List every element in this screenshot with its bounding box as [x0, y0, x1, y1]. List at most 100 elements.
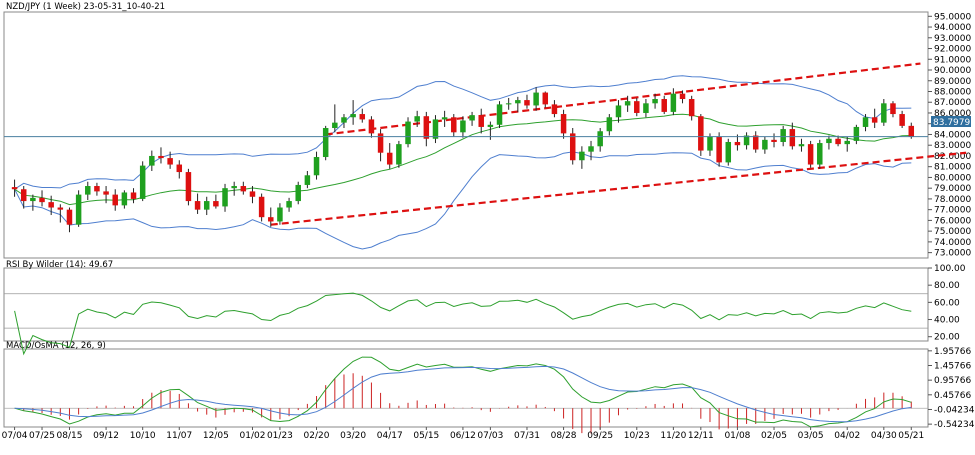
- candle-body: [734, 141, 741, 146]
- price-tick-label: 75.0000: [934, 227, 971, 237]
- candle-body: [277, 207, 283, 222]
- candle-body: [121, 192, 128, 206]
- bollinger-bands: [14, 75, 912, 250]
- date-tick-label: 04/17: [377, 431, 403, 441]
- date-tick-label: 05/21: [898, 431, 924, 441]
- candle-body: [670, 93, 677, 112]
- candle-body: [835, 138, 841, 145]
- rsi-tick-label: 40.00: [934, 316, 960, 326]
- candle-body: [460, 120, 466, 133]
- candle-body: [725, 141, 732, 163]
- candle-body: [807, 144, 814, 165]
- price-tick-label: 84.0000: [934, 130, 971, 140]
- candle-body: [588, 146, 594, 152]
- candle-body: [899, 114, 905, 126]
- candle-body: [139, 165, 146, 199]
- date-tick-label: 10/10: [130, 431, 156, 441]
- date-tick-label: 11/20: [660, 431, 686, 441]
- rsi-panel: [3, 267, 929, 342]
- rsi-tick-label: 20.00: [934, 333, 960, 343]
- candle-body: [222, 188, 228, 207]
- signal-line: [14, 365, 912, 423]
- date-tick-label: 09/25: [587, 431, 613, 441]
- candle-body: [30, 197, 36, 202]
- candle-body: [423, 116, 430, 139]
- candle-body: [112, 194, 118, 206]
- candle-body: [350, 114, 356, 118]
- price-panel: [3, 11, 929, 259]
- candle-body: [707, 136, 713, 151]
- candle-body: [268, 217, 274, 222]
- candle-body: [817, 143, 823, 165]
- candle-body: [798, 144, 805, 147]
- price-axis: 95.000094.000093.000092.000091.000090.00…: [928, 12, 971, 259]
- candle-body: [826, 138, 832, 144]
- candle-body: [332, 122, 338, 129]
- candle-body: [304, 175, 311, 185]
- candle-body: [789, 129, 796, 147]
- date-tick-label: 07/25: [29, 431, 55, 441]
- price-tick-label: 79.0000: [934, 184, 971, 194]
- macd-tick-label: 0.95766: [934, 376, 971, 386]
- candle-body: [103, 191, 109, 195]
- date-tick-label: 01/08: [724, 431, 750, 441]
- macd-tick-label: 1.95766: [934, 347, 971, 357]
- price-tick-label: 73.0000: [934, 249, 971, 259]
- candle-body: [487, 124, 494, 127]
- price-tick-label: 77.0000: [934, 206, 971, 216]
- candle-body: [771, 139, 777, 142]
- date-tick-label: 10/23: [624, 431, 650, 441]
- date-tick-label: 06/12: [450, 431, 476, 441]
- macd-tick-label: -0.04234: [934, 405, 975, 415]
- price-tick-label: 82.0000: [934, 152, 971, 162]
- candle-body: [716, 136, 722, 163]
- candle-body: [752, 135, 759, 150]
- candle-body: [341, 117, 347, 123]
- candle-body: [231, 186, 237, 189]
- lower-trendline: [270, 151, 967, 226]
- candle-body: [441, 117, 448, 120]
- date-tick-label: 09/12: [93, 431, 119, 441]
- candle-body: [213, 201, 219, 207]
- candle-body: [478, 115, 484, 127]
- candle-body: [469, 115, 475, 121]
- macd-title: MACD/OsMA (12, 26, 9): [6, 341, 106, 351]
- bollinger-upper: [14, 75, 912, 190]
- candle-body: [368, 119, 375, 134]
- candle-body: [698, 116, 704, 151]
- candle-body: [149, 155, 155, 166]
- candle-body: [432, 119, 439, 139]
- candle-body: [560, 114, 567, 134]
- candle-body: [414, 116, 420, 122]
- rsi-tick-label: 80.00: [934, 281, 960, 291]
- candle-body: [597, 131, 603, 147]
- price-tick-label: 94.0000: [934, 23, 971, 33]
- candle-body: [908, 125, 915, 137]
- macd-indicator: 1.95766 1.45766 0.95766 0.45766 -0.04234 -0.5…: [4, 347, 975, 434]
- candle-body: [377, 133, 384, 153]
- chart-title: NZD/JPY (1 Week) 23-05-31_10-40-21: [6, 2, 165, 12]
- bollinger-lower: [14, 151, 912, 250]
- date-tick-label: 08/28: [551, 431, 577, 441]
- candle-body: [39, 197, 45, 203]
- date-tick-label: 04/30: [871, 431, 897, 441]
- candle-body: [496, 104, 503, 125]
- candle-body: [542, 92, 549, 105]
- date-tick-label: 11/07: [166, 431, 192, 441]
- candle-body: [48, 202, 54, 208]
- date-tick-label: 07/04: [2, 431, 28, 441]
- macd-tick-label: -0.54234: [934, 420, 975, 430]
- date-tick-label: 02/05: [761, 431, 787, 441]
- candle-body: [624, 101, 631, 106]
- macd-panel: [3, 348, 929, 428]
- price-tick-label: 95.0000: [934, 12, 971, 22]
- rsi-tick-label: 100.00: [934, 264, 966, 274]
- candle-body: [11, 187, 18, 190]
- price-tick-label: 90.0000: [934, 66, 971, 76]
- candle-body: [661, 99, 667, 112]
- candle-body: [286, 201, 292, 208]
- date-tick-label: 07/31: [514, 431, 540, 441]
- candle-body: [249, 191, 256, 197]
- price-tick-label: 92.0000: [934, 45, 971, 55]
